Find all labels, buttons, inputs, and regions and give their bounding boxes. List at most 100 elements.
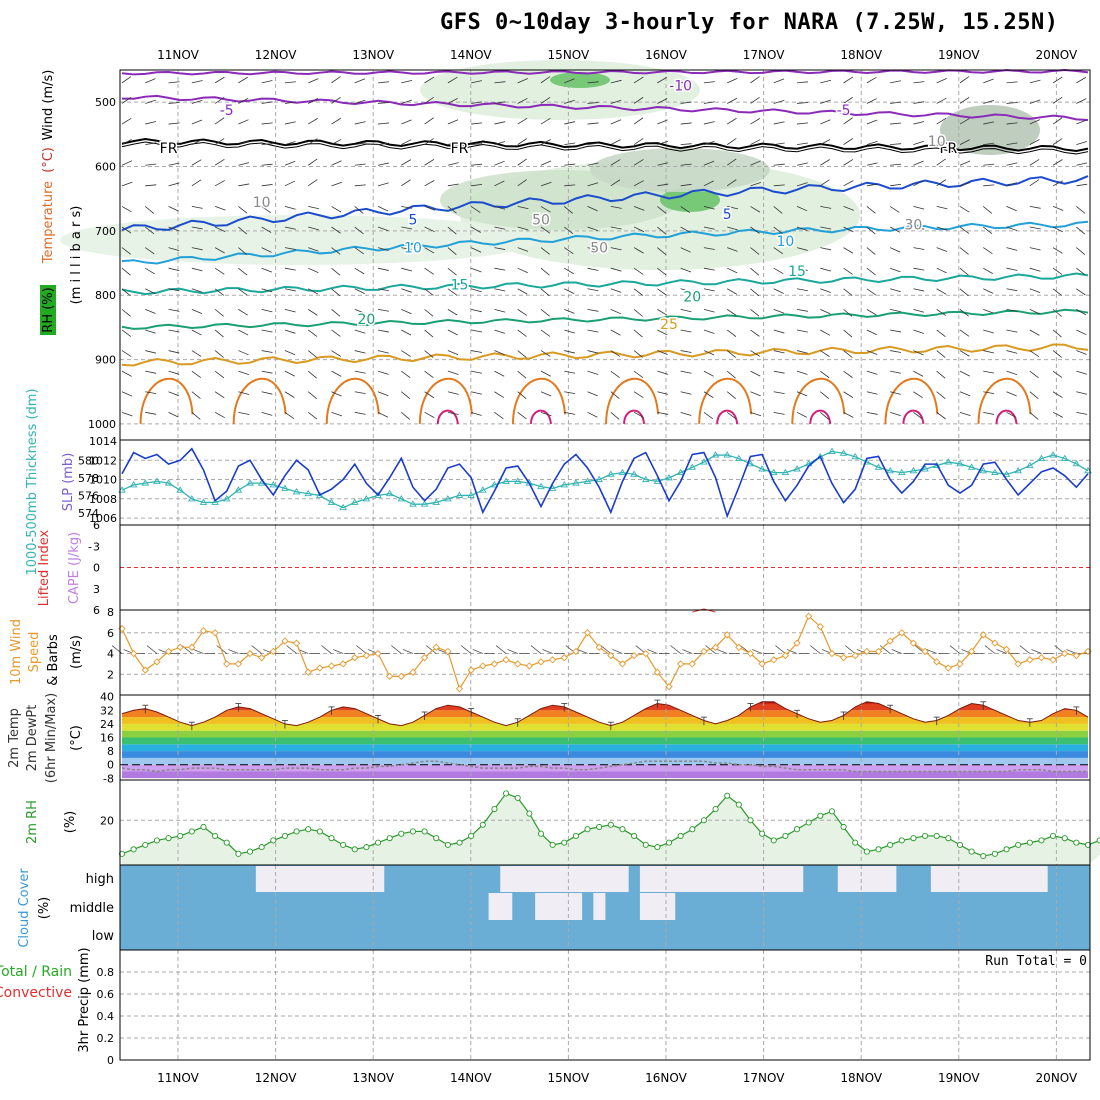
wind-axis-label: Wind (m/s) (41, 70, 56, 141)
date-label-bottom: 17NOV (743, 1071, 785, 1085)
rh-point (188, 828, 195, 835)
wind-barb (936, 138, 947, 145)
wind-barb (703, 412, 714, 420)
thickness-point (537, 482, 545, 490)
temp-tick: 24 (100, 718, 114, 731)
cloud-gap (849, 866, 862, 892)
slp-tick: 1006 (89, 512, 117, 525)
wind-barb (331, 160, 342, 166)
rh-point (386, 835, 393, 842)
contour-label: FR (939, 141, 957, 157)
cloud-gap (733, 866, 746, 892)
wind-speed-point (653, 668, 662, 676)
boundary-layer-contour (511, 377, 566, 424)
temperature-contour (121, 175, 1089, 232)
wind-barb (121, 288, 131, 297)
wind-barb (983, 226, 993, 234)
wind-barb (447, 267, 457, 276)
wind-barb (238, 329, 249, 336)
thickness-point (991, 468, 999, 476)
wind-barb (750, 206, 761, 213)
wind-barb (191, 247, 203, 251)
wind-barb (331, 247, 341, 255)
wind-barb (121, 181, 133, 187)
wind-barb (936, 117, 947, 125)
wind-barb (983, 350, 995, 354)
wind-speed-point (374, 649, 382, 658)
wind-barb (145, 78, 156, 84)
wind-barb (424, 226, 435, 233)
wind-barb (494, 412, 504, 420)
wind-speed-point (735, 643, 743, 651)
wind-barb (145, 184, 157, 187)
wind-barb (750, 139, 761, 145)
rh-point (735, 801, 742, 808)
wind-barb (610, 391, 620, 399)
thickness-point (758, 465, 766, 472)
wind-barb (377, 267, 389, 271)
wind-barb (866, 98, 877, 104)
wind-barb (633, 96, 644, 104)
wind-barb (796, 247, 808, 251)
wind-barb (890, 350, 902, 353)
wind-barb (1076, 391, 1088, 395)
wind-barb (936, 350, 946, 358)
surface-wind-barb (530, 645, 542, 654)
cloud-gap (570, 866, 583, 892)
temp-panel-label-3: (6hr Min/Max) (44, 693, 59, 783)
wind-speed-point (886, 637, 894, 645)
wind-barb (540, 267, 550, 276)
wind-speed-point (770, 656, 778, 664)
rh-shading (550, 72, 610, 88)
wind-speed-point (607, 651, 615, 660)
wind-barb (494, 308, 506, 313)
wind-barb (168, 329, 180, 333)
wind-barb (866, 226, 876, 235)
wind-barb (261, 288, 273, 293)
wind-barb (587, 206, 598, 212)
thickness-point (793, 465, 801, 472)
temperature-unit-label: (°C) (41, 147, 56, 173)
wind-panel-label-1: 10m Wind (9, 619, 24, 685)
wind-barb (913, 226, 925, 230)
date-label-bottom: 16NOV (645, 1071, 687, 1085)
wind-barb (238, 350, 249, 356)
wind-barb (191, 288, 203, 293)
wind-barb (354, 226, 364, 235)
wind-barb (843, 76, 854, 84)
wind-barb (727, 78, 738, 84)
wind-barb (145, 411, 157, 415)
wind-barb (820, 119, 831, 125)
wind-speed-point (223, 660, 231, 668)
wind-barb (1006, 122, 1018, 125)
cloud-gap (791, 866, 804, 892)
contour-label: 15 (451, 277, 469, 293)
wind-barb (796, 122, 809, 125)
thickness-point (164, 479, 173, 486)
wind-barb (773, 288, 784, 294)
li-tick: 3 (93, 540, 100, 553)
wind-barb (191, 179, 202, 187)
wind-barb (261, 206, 271, 213)
rh-point (596, 823, 603, 831)
wind-barb (517, 267, 528, 274)
wind-barb (936, 247, 948, 252)
rh-point (258, 844, 265, 851)
wind-barb (1076, 411, 1088, 415)
wind-barb (726, 329, 737, 337)
wind-barb (959, 350, 970, 357)
wind-barb (1052, 180, 1064, 187)
wind-barb (424, 391, 435, 399)
wind-barb (191, 119, 203, 125)
thickness-point (269, 481, 278, 488)
wind-speed-point (432, 643, 440, 651)
wind-barb (983, 142, 995, 146)
wind-speed-point (141, 666, 149, 674)
wind-barb (750, 247, 760, 255)
wind-barb (564, 226, 574, 235)
wind-barb (1052, 206, 1064, 211)
thickness-point (956, 459, 964, 467)
wind-barb (703, 391, 714, 398)
wind-barb (331, 329, 341, 337)
wind-barb (540, 206, 551, 213)
